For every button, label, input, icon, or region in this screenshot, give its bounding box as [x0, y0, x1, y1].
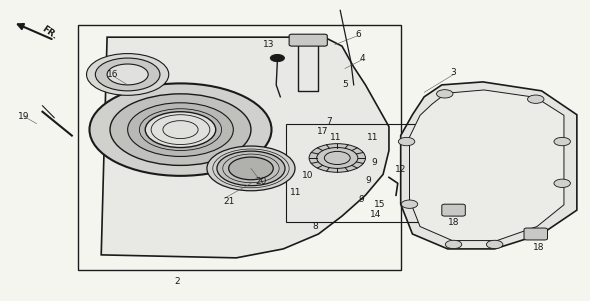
- Text: 19: 19: [18, 112, 30, 121]
- Polygon shape: [409, 90, 564, 240]
- Circle shape: [527, 95, 544, 103]
- Text: 9: 9: [359, 195, 364, 204]
- Circle shape: [401, 200, 418, 208]
- Text: 15: 15: [375, 200, 386, 209]
- Circle shape: [217, 151, 285, 186]
- Text: 11: 11: [330, 132, 342, 141]
- Text: 18: 18: [533, 243, 545, 252]
- Circle shape: [107, 64, 148, 85]
- Polygon shape: [101, 37, 389, 258]
- Text: 10: 10: [301, 171, 313, 180]
- Circle shape: [229, 157, 273, 180]
- Text: 13: 13: [263, 40, 274, 49]
- Circle shape: [486, 240, 503, 249]
- Text: 3: 3: [451, 68, 457, 77]
- Circle shape: [554, 137, 571, 146]
- Circle shape: [309, 144, 365, 172]
- Circle shape: [145, 112, 216, 147]
- Text: 18: 18: [448, 218, 459, 227]
- Text: FR.: FR.: [40, 24, 58, 41]
- Text: 20: 20: [255, 177, 267, 186]
- Circle shape: [127, 103, 233, 157]
- Polygon shape: [401, 82, 577, 249]
- Circle shape: [270, 54, 284, 62]
- Text: 17: 17: [317, 127, 329, 136]
- Circle shape: [87, 54, 169, 95]
- Text: 21: 21: [223, 197, 234, 206]
- Circle shape: [96, 58, 160, 91]
- Circle shape: [445, 240, 462, 249]
- Text: 6: 6: [355, 30, 360, 39]
- Text: 11: 11: [367, 132, 378, 141]
- Circle shape: [90, 83, 271, 176]
- Text: 9: 9: [371, 158, 377, 167]
- Circle shape: [525, 228, 541, 237]
- Text: 4: 4: [360, 54, 365, 63]
- Circle shape: [207, 146, 295, 191]
- Text: 8: 8: [313, 222, 319, 231]
- Text: 5: 5: [342, 80, 348, 89]
- Circle shape: [110, 94, 251, 166]
- FancyBboxPatch shape: [442, 204, 466, 216]
- Circle shape: [554, 179, 571, 188]
- Text: 7: 7: [326, 117, 332, 126]
- Text: 16: 16: [107, 70, 119, 79]
- Text: 9: 9: [366, 176, 371, 185]
- Text: 11: 11: [290, 188, 302, 197]
- FancyBboxPatch shape: [289, 34, 327, 46]
- Text: 14: 14: [370, 210, 381, 219]
- Circle shape: [398, 137, 415, 146]
- Circle shape: [437, 90, 453, 98]
- Text: 12: 12: [395, 165, 407, 174]
- FancyBboxPatch shape: [524, 228, 548, 240]
- Text: 2: 2: [175, 277, 181, 286]
